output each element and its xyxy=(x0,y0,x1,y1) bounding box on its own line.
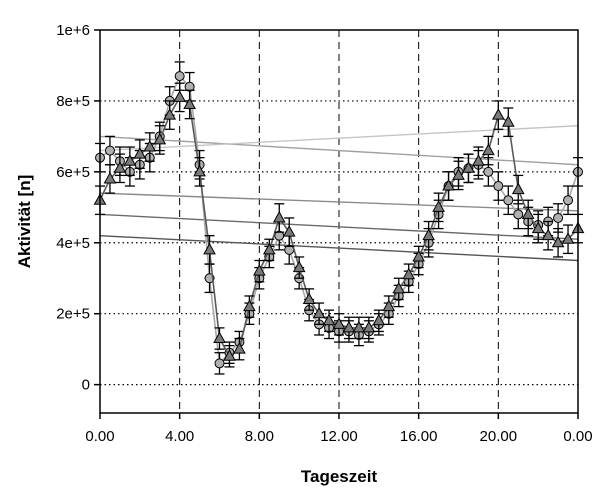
x-tick-label: 20.00 xyxy=(480,428,518,445)
data-point-triangle xyxy=(163,108,177,120)
data-point-triangle xyxy=(382,299,396,312)
data-point-triangle xyxy=(332,317,346,329)
data-point-triangle xyxy=(482,143,495,156)
data-point-circle xyxy=(513,209,524,220)
data-point-circle xyxy=(174,71,185,82)
data-point-triangle xyxy=(442,178,455,191)
data-point-triangle xyxy=(282,225,296,237)
tick-layer: 0 2e+5 4e+5 6e+5 8e+5 1e+6 0.00 4.00 8.00 12.00 16… xyxy=(56,22,592,445)
x-tick-label: 12.00 xyxy=(320,428,358,445)
data-point-triangle xyxy=(252,264,266,276)
data-point-triangle xyxy=(223,349,236,361)
x-tick-label: 4.00 xyxy=(165,428,194,445)
data-point-triangle xyxy=(561,232,575,244)
data-point-triangle xyxy=(272,210,286,223)
x-tick-label: 0.00 xyxy=(85,428,114,445)
data-point-triangle xyxy=(193,164,206,177)
series-wrap-line xyxy=(99,234,579,262)
data-point-triangle xyxy=(352,320,366,333)
data-point-triangle xyxy=(113,161,127,173)
data-point-triangle xyxy=(491,108,505,120)
grid-layer xyxy=(100,30,578,413)
data-point-triangle xyxy=(511,182,525,195)
series-wrap-line xyxy=(99,135,579,166)
data-point-triangle xyxy=(362,320,376,333)
x-axis-title: Tageszeit xyxy=(301,467,378,486)
data-point-triangle xyxy=(213,331,226,344)
data-point-triangle xyxy=(123,154,137,166)
series-wrap-line xyxy=(99,213,579,240)
data-point-triangle xyxy=(452,168,465,180)
series-triangle xyxy=(93,82,585,368)
data-point-triangle xyxy=(402,267,416,280)
data-point-circle xyxy=(493,181,504,192)
data-point-circle xyxy=(483,166,494,177)
data-point-triangle xyxy=(103,171,117,184)
data-point-triangle xyxy=(243,299,256,312)
data-point-triangle xyxy=(342,320,356,333)
y-tick-label: 6e+5 xyxy=(56,164,90,181)
data-point-circle xyxy=(553,212,564,223)
data-point-circle xyxy=(214,358,225,369)
data-point-triangle xyxy=(541,228,555,241)
data-point-triangle xyxy=(462,161,475,173)
data-point-triangle xyxy=(292,260,306,273)
data-point-triangle xyxy=(133,147,147,159)
data-point-triangle xyxy=(531,221,545,234)
y-tick-label: 1e+6 xyxy=(56,22,90,39)
y-axis-title: Aktivität [n] xyxy=(15,175,34,269)
data-point-triangle xyxy=(521,207,535,219)
data-point-triangle xyxy=(173,90,187,102)
x-tick-label: 8.00 xyxy=(245,428,274,445)
y-tick-label: 8e+5 xyxy=(56,93,90,110)
data-point-triangle xyxy=(322,313,336,326)
data-point-triangle xyxy=(183,97,196,109)
series-wrap-line xyxy=(99,192,579,212)
data-point-triangle xyxy=(432,200,445,212)
x-tick-label: 16.00 xyxy=(400,428,438,445)
data-point-triangle xyxy=(153,132,167,145)
data-point-triangle xyxy=(372,313,386,326)
data-point-triangle xyxy=(302,292,316,305)
data-point-triangle xyxy=(551,235,565,248)
data-point-triangle xyxy=(422,228,435,241)
data-point-triangle xyxy=(412,249,426,262)
data-point-triangle xyxy=(312,306,326,319)
data-point-circle xyxy=(503,195,514,206)
y-tick-label: 0 xyxy=(82,377,90,394)
x-tick-label: 0.00 xyxy=(563,428,592,445)
data-point-circle xyxy=(563,195,574,206)
data-point-triangle xyxy=(203,242,216,255)
data-point-circle xyxy=(104,145,115,156)
data-point-triangle xyxy=(262,242,276,255)
data-point-triangle xyxy=(501,115,515,127)
data-point-triangle xyxy=(233,342,246,354)
y-tick-label: 4e+5 xyxy=(56,235,90,252)
data-point-triangle xyxy=(392,281,406,294)
data-point-triangle xyxy=(472,154,485,166)
y-tick-label: 2e+5 xyxy=(56,306,90,323)
data-point-triangle xyxy=(143,139,157,152)
